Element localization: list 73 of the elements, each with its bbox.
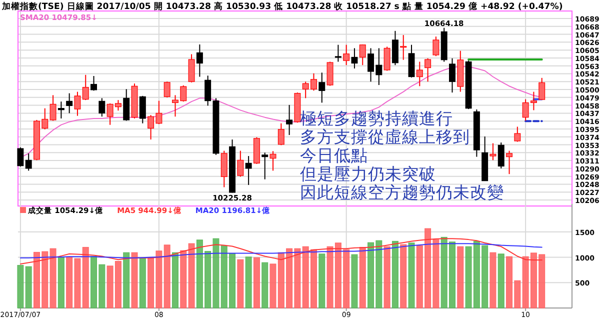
bar bbox=[58, 256, 64, 308]
candlestick bbox=[424, 58, 432, 82]
candlestick bbox=[400, 34, 407, 60]
candlestick bbox=[498, 142, 504, 169]
line-series bbox=[20, 243, 542, 258]
bar bbox=[253, 257, 260, 308]
candlestick bbox=[392, 30, 398, 66]
candlestick bbox=[66, 92, 73, 114]
bar bbox=[245, 256, 252, 308]
bar bbox=[262, 262, 268, 308]
line-series bbox=[20, 238, 542, 264]
candlestick bbox=[326, 61, 334, 86]
candlestick bbox=[334, 44, 342, 62]
candlestick bbox=[270, 150, 276, 172]
bar bbox=[123, 252, 130, 308]
bar bbox=[17, 264, 24, 308]
candlestick bbox=[164, 81, 170, 98]
candlestick bbox=[25, 152, 32, 172]
candlestick bbox=[17, 146, 24, 168]
candlestick bbox=[432, 36, 440, 57]
candlestick bbox=[58, 101, 64, 119]
bar bbox=[351, 254, 358, 308]
bar bbox=[164, 244, 170, 308]
candlestick bbox=[286, 104, 293, 136]
bar bbox=[498, 254, 504, 308]
candlestick bbox=[262, 152, 268, 180]
bar bbox=[172, 252, 178, 308]
candlestick bbox=[343, 44, 350, 66]
candlestick bbox=[74, 91, 81, 116]
bar bbox=[408, 242, 415, 308]
candlestick bbox=[416, 61, 423, 87]
bar bbox=[188, 243, 195, 308]
bar bbox=[237, 259, 244, 308]
candlestick bbox=[237, 150, 244, 178]
annotation: 但是壓力仍未突破 bbox=[300, 164, 436, 184]
annotation: 多方支撐從虛線上移到 bbox=[300, 128, 470, 146]
candlestick bbox=[538, 77, 546, 100]
bar bbox=[384, 246, 390, 308]
candlestick bbox=[220, 150, 228, 188]
bar bbox=[392, 240, 398, 308]
candlestick bbox=[514, 126, 521, 142]
candlestick bbox=[50, 94, 56, 122]
candlestick bbox=[90, 76, 97, 92]
candlestick bbox=[139, 95, 146, 124]
candlestick bbox=[408, 44, 415, 78]
bar bbox=[82, 246, 89, 308]
bar bbox=[25, 266, 32, 308]
bar bbox=[318, 254, 326, 308]
candlestick bbox=[506, 150, 512, 175]
bar bbox=[139, 258, 146, 308]
candlestick bbox=[278, 122, 284, 146]
bar bbox=[490, 252, 496, 308]
candlestick bbox=[359, 44, 366, 66]
chart-title: 加權指數(TSE) 日線圖 2017/10/05 開 10473.28 高 10530.93 低 10473.28 收 10518.27 s 點 量 1054.29 億 +48.92 (+0.47%) bbox=[1, 1, 563, 12]
bar bbox=[180, 250, 187, 308]
candlestick bbox=[82, 74, 89, 101]
bar bbox=[131, 252, 138, 308]
bar bbox=[457, 246, 464, 308]
annotation: 因此短線空方趨勢仍未改變 bbox=[300, 183, 504, 202]
bar bbox=[400, 244, 407, 308]
candlestick bbox=[490, 142, 496, 161]
annotation: 今日低點 bbox=[300, 146, 368, 165]
candlestick bbox=[123, 88, 130, 122]
candlestick bbox=[384, 46, 390, 72]
bar bbox=[50, 248, 56, 308]
candlestick bbox=[351, 48, 358, 69]
candlestick bbox=[196, 44, 203, 78]
candlestick bbox=[449, 58, 456, 94]
candlestick bbox=[318, 72, 326, 104]
candlestick bbox=[98, 98, 106, 118]
bar bbox=[359, 246, 366, 308]
candlestick bbox=[245, 156, 252, 186]
candlestick bbox=[188, 54, 195, 83]
